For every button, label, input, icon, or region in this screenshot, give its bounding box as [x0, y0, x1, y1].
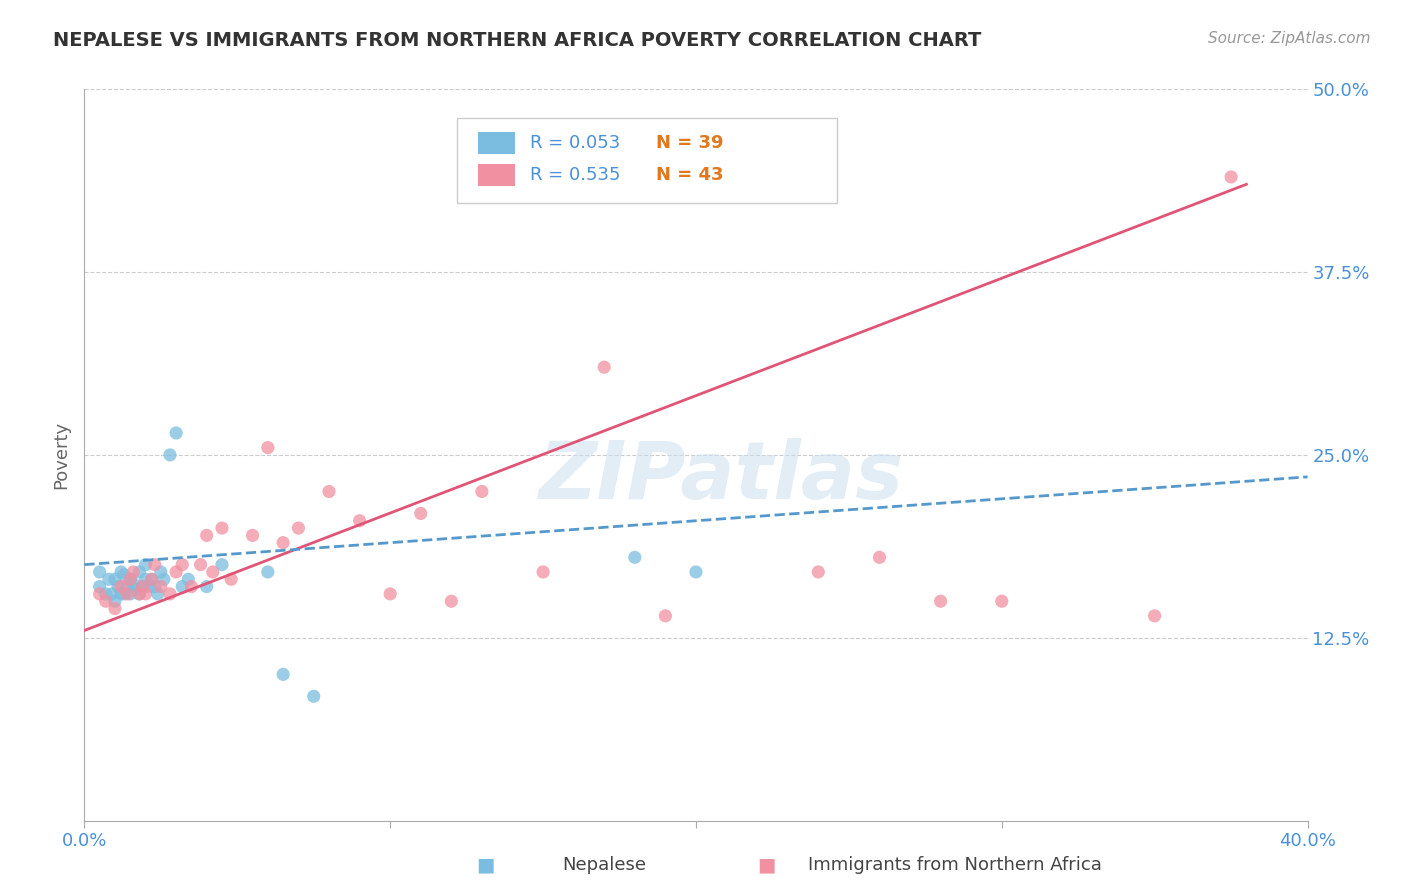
FancyBboxPatch shape — [478, 132, 515, 153]
Point — [624, 550, 647, 565]
Point — [110, 565, 132, 579]
Point — [593, 360, 616, 375]
Point — [190, 558, 212, 572]
Point — [112, 567, 135, 582]
Point — [107, 580, 129, 594]
Point — [159, 587, 181, 601]
Point — [104, 601, 127, 615]
Point — [201, 565, 224, 579]
Point — [135, 572, 157, 586]
Point — [807, 565, 830, 579]
Point — [89, 587, 111, 601]
Text: ■: ■ — [756, 855, 776, 875]
Point — [177, 572, 200, 586]
Point — [94, 587, 117, 601]
Point — [257, 441, 280, 455]
Point — [115, 587, 138, 601]
Point — [110, 580, 132, 594]
Point — [143, 580, 166, 594]
Point — [120, 572, 142, 586]
Point — [149, 580, 172, 594]
Point — [146, 587, 169, 601]
Point — [110, 587, 132, 601]
Point — [89, 565, 111, 579]
Point — [318, 484, 340, 499]
Point — [94, 594, 117, 608]
Point — [131, 580, 153, 594]
Point — [101, 587, 124, 601]
Point — [104, 572, 127, 586]
Point — [122, 565, 145, 579]
Point — [165, 565, 187, 579]
Point — [1220, 169, 1243, 184]
Point — [242, 528, 264, 542]
Point — [929, 594, 952, 608]
Text: N = 43: N = 43 — [655, 166, 723, 184]
Text: Source: ZipAtlas.com: Source: ZipAtlas.com — [1208, 31, 1371, 46]
Point — [112, 587, 135, 601]
Text: N = 39: N = 39 — [655, 134, 723, 152]
Text: ■: ■ — [475, 855, 495, 875]
Point — [257, 565, 280, 579]
Point — [271, 667, 294, 681]
Point — [141, 572, 163, 586]
Point — [409, 507, 432, 521]
Point — [287, 521, 309, 535]
Point — [131, 580, 153, 594]
Point — [128, 587, 150, 601]
Point — [349, 514, 371, 528]
Point — [172, 558, 194, 572]
Point — [135, 558, 157, 572]
Point — [125, 582, 148, 597]
Point — [120, 572, 142, 586]
Point — [747, 185, 769, 199]
Point — [1143, 608, 1166, 623]
Point — [138, 580, 160, 594]
Point — [685, 565, 707, 579]
Text: Immigrants from Northern Africa: Immigrants from Northern Africa — [808, 856, 1102, 874]
FancyBboxPatch shape — [478, 164, 515, 186]
Point — [141, 572, 163, 586]
Point — [471, 484, 494, 499]
Point — [89, 580, 111, 594]
Point — [149, 565, 172, 579]
Point — [531, 565, 554, 579]
Text: NEPALESE VS IMMIGRANTS FROM NORTHERN AFRICA POVERTY CORRELATION CHART: NEPALESE VS IMMIGRANTS FROM NORTHERN AFR… — [53, 31, 981, 50]
Point — [115, 580, 138, 594]
Point — [219, 572, 242, 586]
Point — [104, 594, 127, 608]
Point — [159, 448, 181, 462]
Text: R = 0.053: R = 0.053 — [530, 134, 620, 152]
Point — [716, 185, 738, 199]
Y-axis label: Poverty: Poverty — [52, 421, 70, 489]
Point — [180, 580, 202, 594]
Point — [440, 594, 463, 608]
Text: ZIPatlas: ZIPatlas — [538, 438, 903, 516]
Point — [654, 608, 676, 623]
Point — [869, 550, 891, 565]
Point — [153, 572, 176, 586]
Point — [172, 580, 194, 594]
Point — [128, 565, 150, 579]
Point — [120, 587, 142, 601]
Point — [195, 580, 218, 594]
Point — [135, 587, 157, 601]
Point — [302, 690, 325, 704]
Point — [143, 558, 166, 572]
Point — [211, 521, 233, 535]
FancyBboxPatch shape — [457, 119, 837, 202]
Text: R = 0.535: R = 0.535 — [530, 166, 620, 184]
Point — [991, 594, 1014, 608]
Point — [271, 535, 294, 549]
Point — [128, 587, 150, 601]
Point — [165, 425, 187, 440]
Text: Nepalese: Nepalese — [562, 856, 647, 874]
Point — [195, 528, 218, 542]
Point — [122, 576, 145, 591]
Point — [211, 558, 233, 572]
Point — [97, 572, 120, 586]
Point — [380, 587, 402, 601]
